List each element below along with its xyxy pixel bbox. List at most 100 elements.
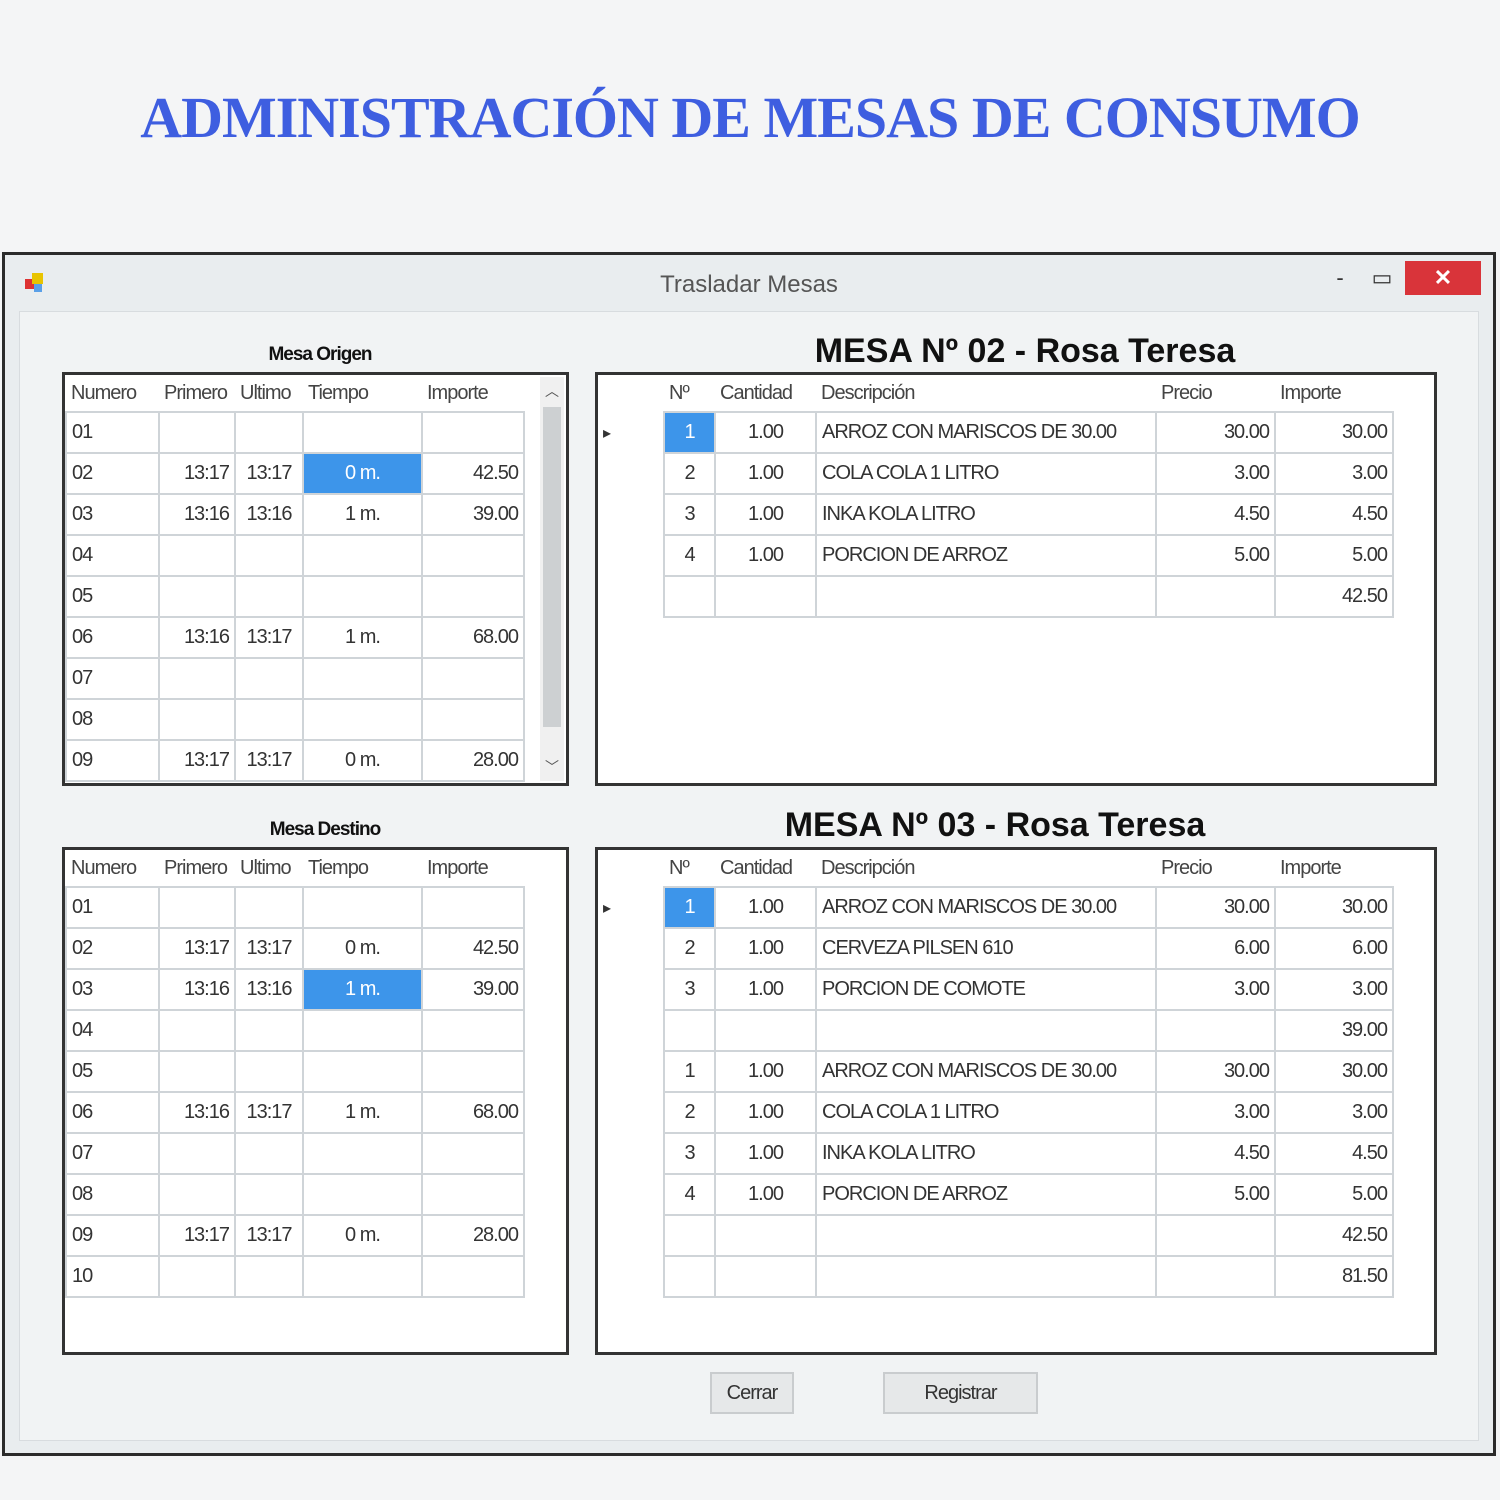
table-row[interactable]: 03 13:16 13:16 1 m. 39.00 xyxy=(65,493,525,536)
cell-importe[interactable] xyxy=(421,1173,525,1216)
cell[interactable] xyxy=(714,1009,817,1052)
cell-importe[interactable]: 42.50 xyxy=(421,927,525,970)
row-header[interactable] xyxy=(598,1215,664,1256)
cell[interactable]: 4 xyxy=(663,1173,716,1216)
table-row[interactable]: 4 1.00 PORCION DE ARROZ 5.00 5.00 xyxy=(598,534,1394,577)
cell-ultimo[interactable] xyxy=(234,657,304,700)
table-row[interactable]: 02 13:17 13:17 0 m. 42.50 xyxy=(65,927,525,970)
cell-ultimo[interactable] xyxy=(234,411,304,454)
cell-tiempo[interactable]: 0 m. xyxy=(302,927,423,970)
column-header-primero[interactable]: Primero xyxy=(164,856,228,879)
cell[interactable] xyxy=(714,575,817,618)
minimize-button[interactable]: - xyxy=(1336,265,1344,290)
cell[interactable]: 42.50 xyxy=(1274,575,1394,618)
column-header[interactable]: Descripción xyxy=(821,381,915,404)
cell-ultimo[interactable] xyxy=(234,534,304,577)
cell-importe[interactable] xyxy=(421,698,525,741)
title-bar[interactable]: Trasladar Mesas - ▭ ✕ xyxy=(5,255,1493,311)
column-header-primero[interactable]: Primero xyxy=(164,381,228,404)
column-header-ultimo[interactable]: Ultimo xyxy=(240,856,292,879)
mesa-destino-grid[interactable]: Numero Primero Ultimo Tiempo Importe 01 02 13:1… xyxy=(62,847,569,1355)
table-row[interactable]: 3 1.00 PORCION DE COMOTE 3.00 3.00 xyxy=(598,968,1394,1011)
cell-numero[interactable]: 06 xyxy=(65,1091,160,1134)
cell-importe[interactable] xyxy=(421,1009,525,1052)
cell-ultimo[interactable]: 13:16 xyxy=(234,968,304,1011)
cell[interactable]: 30.00 xyxy=(1274,886,1394,929)
cell[interactable] xyxy=(815,1255,1157,1298)
cell[interactable]: 39.00 xyxy=(1274,1009,1394,1052)
cell-numero[interactable]: 04 xyxy=(65,1009,160,1052)
cell-primero[interactable] xyxy=(158,657,236,700)
cell[interactable]: 1.00 xyxy=(714,886,817,929)
cell-numero[interactable]: 05 xyxy=(65,575,160,618)
cell-importe[interactable]: 68.00 xyxy=(421,1091,525,1134)
cell-numero[interactable]: 03 xyxy=(65,493,160,536)
table-row[interactable]: 07 xyxy=(65,1132,525,1175)
cell-tiempo[interactable] xyxy=(302,534,423,577)
cell-importe[interactable] xyxy=(421,1132,525,1175)
cell-tiempo[interactable] xyxy=(302,1050,423,1093)
cell-tiempo[interactable] xyxy=(302,1173,423,1216)
cell-primero[interactable] xyxy=(158,575,236,618)
cell-importe[interactable] xyxy=(421,575,525,618)
cell[interactable]: 4.50 xyxy=(1274,1132,1394,1175)
row-header[interactable] xyxy=(598,1010,664,1051)
cell[interactable]: 5.00 xyxy=(1274,1173,1394,1216)
cell[interactable]: 1.00 xyxy=(714,493,817,536)
table-row[interactable]: 81.50 xyxy=(598,1255,1394,1298)
maximize-button[interactable]: ▭ xyxy=(1371,265,1393,290)
cell-tiempo[interactable]: 1 m. xyxy=(302,968,423,1011)
cell-primero[interactable] xyxy=(158,1009,236,1052)
cell[interactable] xyxy=(663,1214,716,1257)
column-header-tiempo[interactable]: Tiempo xyxy=(308,381,369,404)
cell[interactable]: 6.00 xyxy=(1274,927,1394,970)
mesa-origen-detail-grid[interactable]: Nº Cantidad Descripción Precio Importe ▸ 1 1.00… xyxy=(595,372,1437,786)
cell-primero[interactable] xyxy=(158,886,236,929)
table-row[interactable]: 10 xyxy=(65,1255,525,1298)
cell[interactable]: 1 xyxy=(663,411,716,454)
row-header[interactable] xyxy=(598,1092,664,1133)
cell-ultimo[interactable] xyxy=(234,886,304,929)
cell[interactable]: INKA KOLA LITRO xyxy=(815,493,1157,536)
cell-numero[interactable]: 02 xyxy=(65,452,160,495)
cell-primero[interactable] xyxy=(158,1255,236,1298)
cell-importe[interactable]: 68.00 xyxy=(421,616,525,659)
cell-tiempo[interactable]: 1 m. xyxy=(302,1091,423,1134)
cell-primero[interactable] xyxy=(158,698,236,741)
mesa-origen-grid[interactable]: Numero Primero Ultimo Tiempo Importe 01 02 13:1… xyxy=(62,372,569,786)
scroll-up-icon[interactable]: ︿ xyxy=(545,383,559,399)
cell-ultimo[interactable] xyxy=(234,575,304,618)
cell[interactable]: 4.50 xyxy=(1155,493,1276,536)
cell[interactable]: 1.00 xyxy=(714,534,817,577)
cell[interactable]: 30.00 xyxy=(1274,411,1394,454)
cell-numero[interactable]: 08 xyxy=(65,698,160,741)
scrollbar[interactable]: ︿ ﹀ xyxy=(540,377,564,781)
cell[interactable]: 30.00 xyxy=(1155,886,1276,929)
scroll-down-icon[interactable]: ﹀ xyxy=(545,759,559,775)
cell-ultimo[interactable] xyxy=(234,1173,304,1216)
cell[interactable]: 2 xyxy=(663,452,716,495)
table-row[interactable]: 01 xyxy=(65,886,525,929)
cell-primero[interactable]: 13:17 xyxy=(158,1214,236,1257)
table-row[interactable]: 05 xyxy=(65,1050,525,1093)
cell[interactable] xyxy=(714,1214,817,1257)
current-row-arrow-icon[interactable]: ▸ xyxy=(598,887,664,928)
cell-ultimo[interactable] xyxy=(234,698,304,741)
cell-ultimo[interactable] xyxy=(234,1255,304,1298)
cell-tiempo[interactable] xyxy=(302,1255,423,1298)
cell[interactable] xyxy=(1155,1255,1276,1298)
cell-tiempo[interactable] xyxy=(302,886,423,929)
column-header-importe[interactable]: Importe xyxy=(427,856,489,879)
cell-importe[interactable] xyxy=(421,411,525,454)
cell[interactable]: 1.00 xyxy=(714,1132,817,1175)
table-row[interactable]: 2 1.00 CERVEZA PILSEN 610 6.00 6.00 xyxy=(598,927,1394,970)
cell-tiempo[interactable] xyxy=(302,1009,423,1052)
cell[interactable] xyxy=(663,575,716,618)
cell[interactable] xyxy=(714,1255,817,1298)
column-header[interactable]: Nº xyxy=(669,381,690,404)
cell-tiempo[interactable]: 1 m. xyxy=(302,493,423,536)
cell-tiempo[interactable] xyxy=(302,411,423,454)
cell[interactable]: 3 xyxy=(663,493,716,536)
column-header[interactable]: Descripción xyxy=(821,856,915,879)
cell-primero[interactable] xyxy=(158,1173,236,1216)
